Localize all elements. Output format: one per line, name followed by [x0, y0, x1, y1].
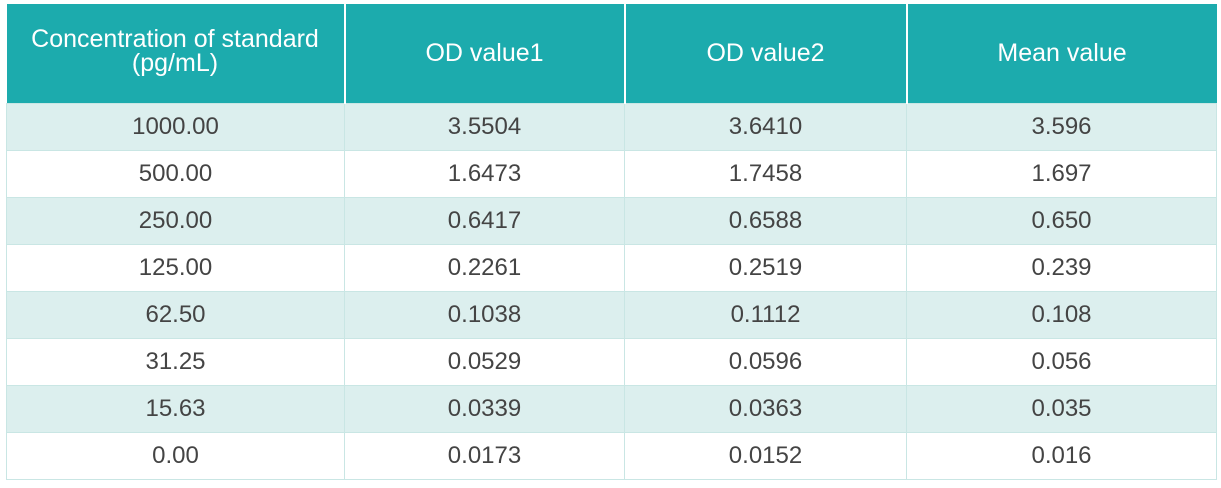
cell-od-value2: 0.6588	[624, 197, 907, 245]
cell-mean-value: 0.650	[906, 197, 1217, 245]
table-row: 500.00 1.6473 1.7458 1.697	[6, 150, 1217, 198]
table-row: 15.63 0.0339 0.0363 0.035	[6, 385, 1217, 433]
cell-concentration: 31.25	[6, 338, 345, 386]
cell-od-value2: 0.0596	[624, 338, 907, 386]
table-row: 31.25 0.0529 0.0596 0.056	[6, 338, 1217, 386]
cell-concentration: 62.50	[6, 291, 345, 339]
cell-mean-value: 0.035	[906, 385, 1217, 433]
table-row: 1000.00 3.5504 3.6410 3.596	[6, 103, 1217, 151]
cell-concentration: 0.00	[6, 432, 345, 480]
cell-mean-value: 0.016	[906, 432, 1217, 480]
standard-curve-table-container: Concentration of standard (pg/mL) OD val…	[6, 4, 1217, 480]
cell-od-value2: 0.0363	[624, 385, 907, 433]
standard-curve-table: Concentration of standard (pg/mL) OD val…	[6, 4, 1217, 480]
table-header: Concentration of standard (pg/mL) OD val…	[6, 4, 1217, 104]
header-mean-value: Mean value	[906, 4, 1217, 104]
cell-mean-value: 0.056	[906, 338, 1217, 386]
cell-concentration: 15.63	[6, 385, 345, 433]
cell-mean-value: 1.697	[906, 150, 1217, 198]
header-od-value1: OD value1	[344, 4, 626, 104]
table-row: 62.50 0.1038 0.1112 0.108	[6, 291, 1217, 339]
cell-od-value1: 0.2261	[344, 244, 625, 292]
cell-mean-value: 3.596	[906, 103, 1217, 151]
cell-mean-value: 0.239	[906, 244, 1217, 292]
cell-od-value1: 3.5504	[344, 103, 625, 151]
cell-od-value2: 0.1112	[624, 291, 907, 339]
header-concentration-label: Concentration of standard	[31, 24, 319, 53]
header-row: Concentration of standard (pg/mL) OD val…	[6, 4, 1217, 104]
table-row: 125.00 0.2261 0.2519 0.239	[6, 244, 1217, 292]
table-row: 250.00 0.6417 0.6588 0.650	[6, 197, 1217, 245]
header-od-value2: OD value2	[624, 4, 908, 104]
cell-od-value2: 0.2519	[624, 244, 907, 292]
cell-od-value1: 0.0173	[344, 432, 625, 480]
cell-concentration: 125.00	[6, 244, 345, 292]
header-concentration-unit: (pg/mL)	[131, 48, 219, 77]
cell-concentration: 250.00	[6, 197, 345, 245]
cell-od-value1: 1.6473	[344, 150, 625, 198]
cell-od-value1: 0.0529	[344, 338, 625, 386]
cell-od-value1: 0.6417	[344, 197, 625, 245]
table-body: 1000.00 3.5504 3.6410 3.596 500.00 1.647…	[6, 103, 1217, 480]
table-row: 0.00 0.0173 0.0152 0.016	[6, 432, 1217, 480]
cell-mean-value: 0.108	[906, 291, 1217, 339]
cell-concentration: 1000.00	[6, 103, 345, 151]
cell-od-value2: 0.0152	[624, 432, 907, 480]
cell-od-value1: 0.0339	[344, 385, 625, 433]
cell-od-value2: 3.6410	[624, 103, 907, 151]
header-concentration: Concentration of standard (pg/mL)	[6, 4, 346, 104]
cell-concentration: 500.00	[6, 150, 345, 198]
cell-od-value2: 1.7458	[624, 150, 907, 198]
cell-od-value1: 0.1038	[344, 291, 625, 339]
